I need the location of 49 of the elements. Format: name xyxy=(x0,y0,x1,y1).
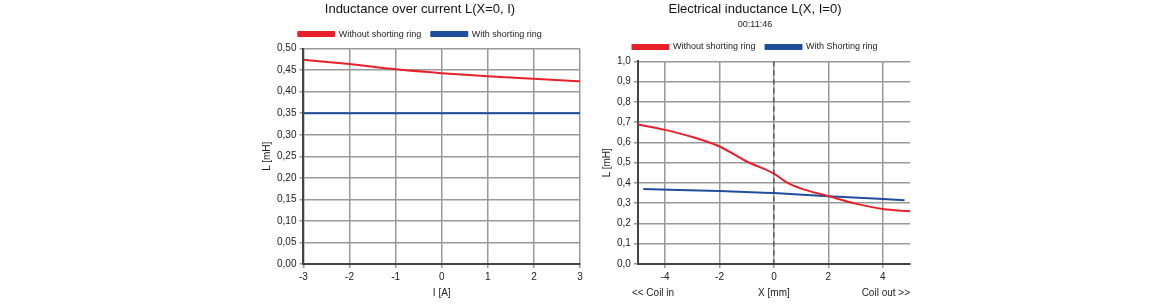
y-tick-label: 0,45 xyxy=(276,63,297,75)
x-tick-label: 0 xyxy=(438,270,445,282)
line-series xyxy=(642,188,906,202)
y-tick-label: 1,0 xyxy=(617,55,632,67)
y-tick-label: 0,40 xyxy=(276,85,297,97)
x-tick-label: -2 xyxy=(715,270,725,282)
x-tick-label: -2 xyxy=(345,270,355,282)
chart-subtitle: 00:11:46 xyxy=(737,19,773,30)
y-tick-label: 0,6 xyxy=(617,136,632,148)
legend-label: Without shorting ring xyxy=(338,28,422,39)
y-tick-label: 0,10 xyxy=(276,214,297,226)
y-tick-label: 0,4 xyxy=(617,176,632,188)
legend-label: With shorting ring xyxy=(471,28,542,39)
legend-label: With Shorting ring xyxy=(806,41,878,52)
x-axis-title: X [mm] xyxy=(758,286,790,298)
y-tick-label: 0,05 xyxy=(276,236,297,248)
y-tick-label: 0,1 xyxy=(617,237,632,249)
y-tick-label: 0,7 xyxy=(617,115,632,127)
line-series xyxy=(637,123,910,213)
chart-title: Electrical inductance L(X, I=0) xyxy=(668,1,842,17)
text: << Coil in xyxy=(631,286,675,298)
y-tick-label: 0,00 xyxy=(276,257,297,269)
y-axis-title: L [mH] xyxy=(260,141,272,171)
y-tick-label: 0,50 xyxy=(276,42,297,54)
x-tick-label: 2 xyxy=(531,270,538,282)
chart-title: Inductance over current L(X=0, I) xyxy=(324,1,516,17)
x-axis-title: I [A] xyxy=(432,286,451,298)
y-tick-label: 0,3 xyxy=(617,196,632,208)
x-tick-label: -4 xyxy=(660,270,670,282)
legend-label: Without shorting ring xyxy=(672,41,756,52)
y-tick-label: 0,25 xyxy=(276,150,297,162)
y-tick-label: 0,0 xyxy=(617,257,632,269)
x-tick-label: -1 xyxy=(391,270,401,282)
y-tick-label: 0,30 xyxy=(276,128,297,140)
x-tick-label: 2 xyxy=(825,270,832,282)
y-tick-label: 0,2 xyxy=(617,217,632,229)
text: Coil out >> xyxy=(861,286,911,298)
x-tick-label: -3 xyxy=(299,270,309,282)
x-tick-label: 4 xyxy=(880,270,887,282)
y-tick-label: 0,9 xyxy=(617,75,632,87)
y-tick-label: 0,35 xyxy=(276,106,297,118)
x-tick-label: 1 xyxy=(485,270,492,282)
y-tick-label: 0,8 xyxy=(617,95,632,107)
y-tick-label: 0,15 xyxy=(276,193,297,205)
x-tick-label: 3 xyxy=(577,270,584,282)
y-tick-label: 0,20 xyxy=(276,171,297,183)
x-tick-label: 0 xyxy=(771,270,778,282)
y-axis-title: L [mH] xyxy=(600,147,612,178)
y-tick-label: 0,5 xyxy=(617,156,632,168)
